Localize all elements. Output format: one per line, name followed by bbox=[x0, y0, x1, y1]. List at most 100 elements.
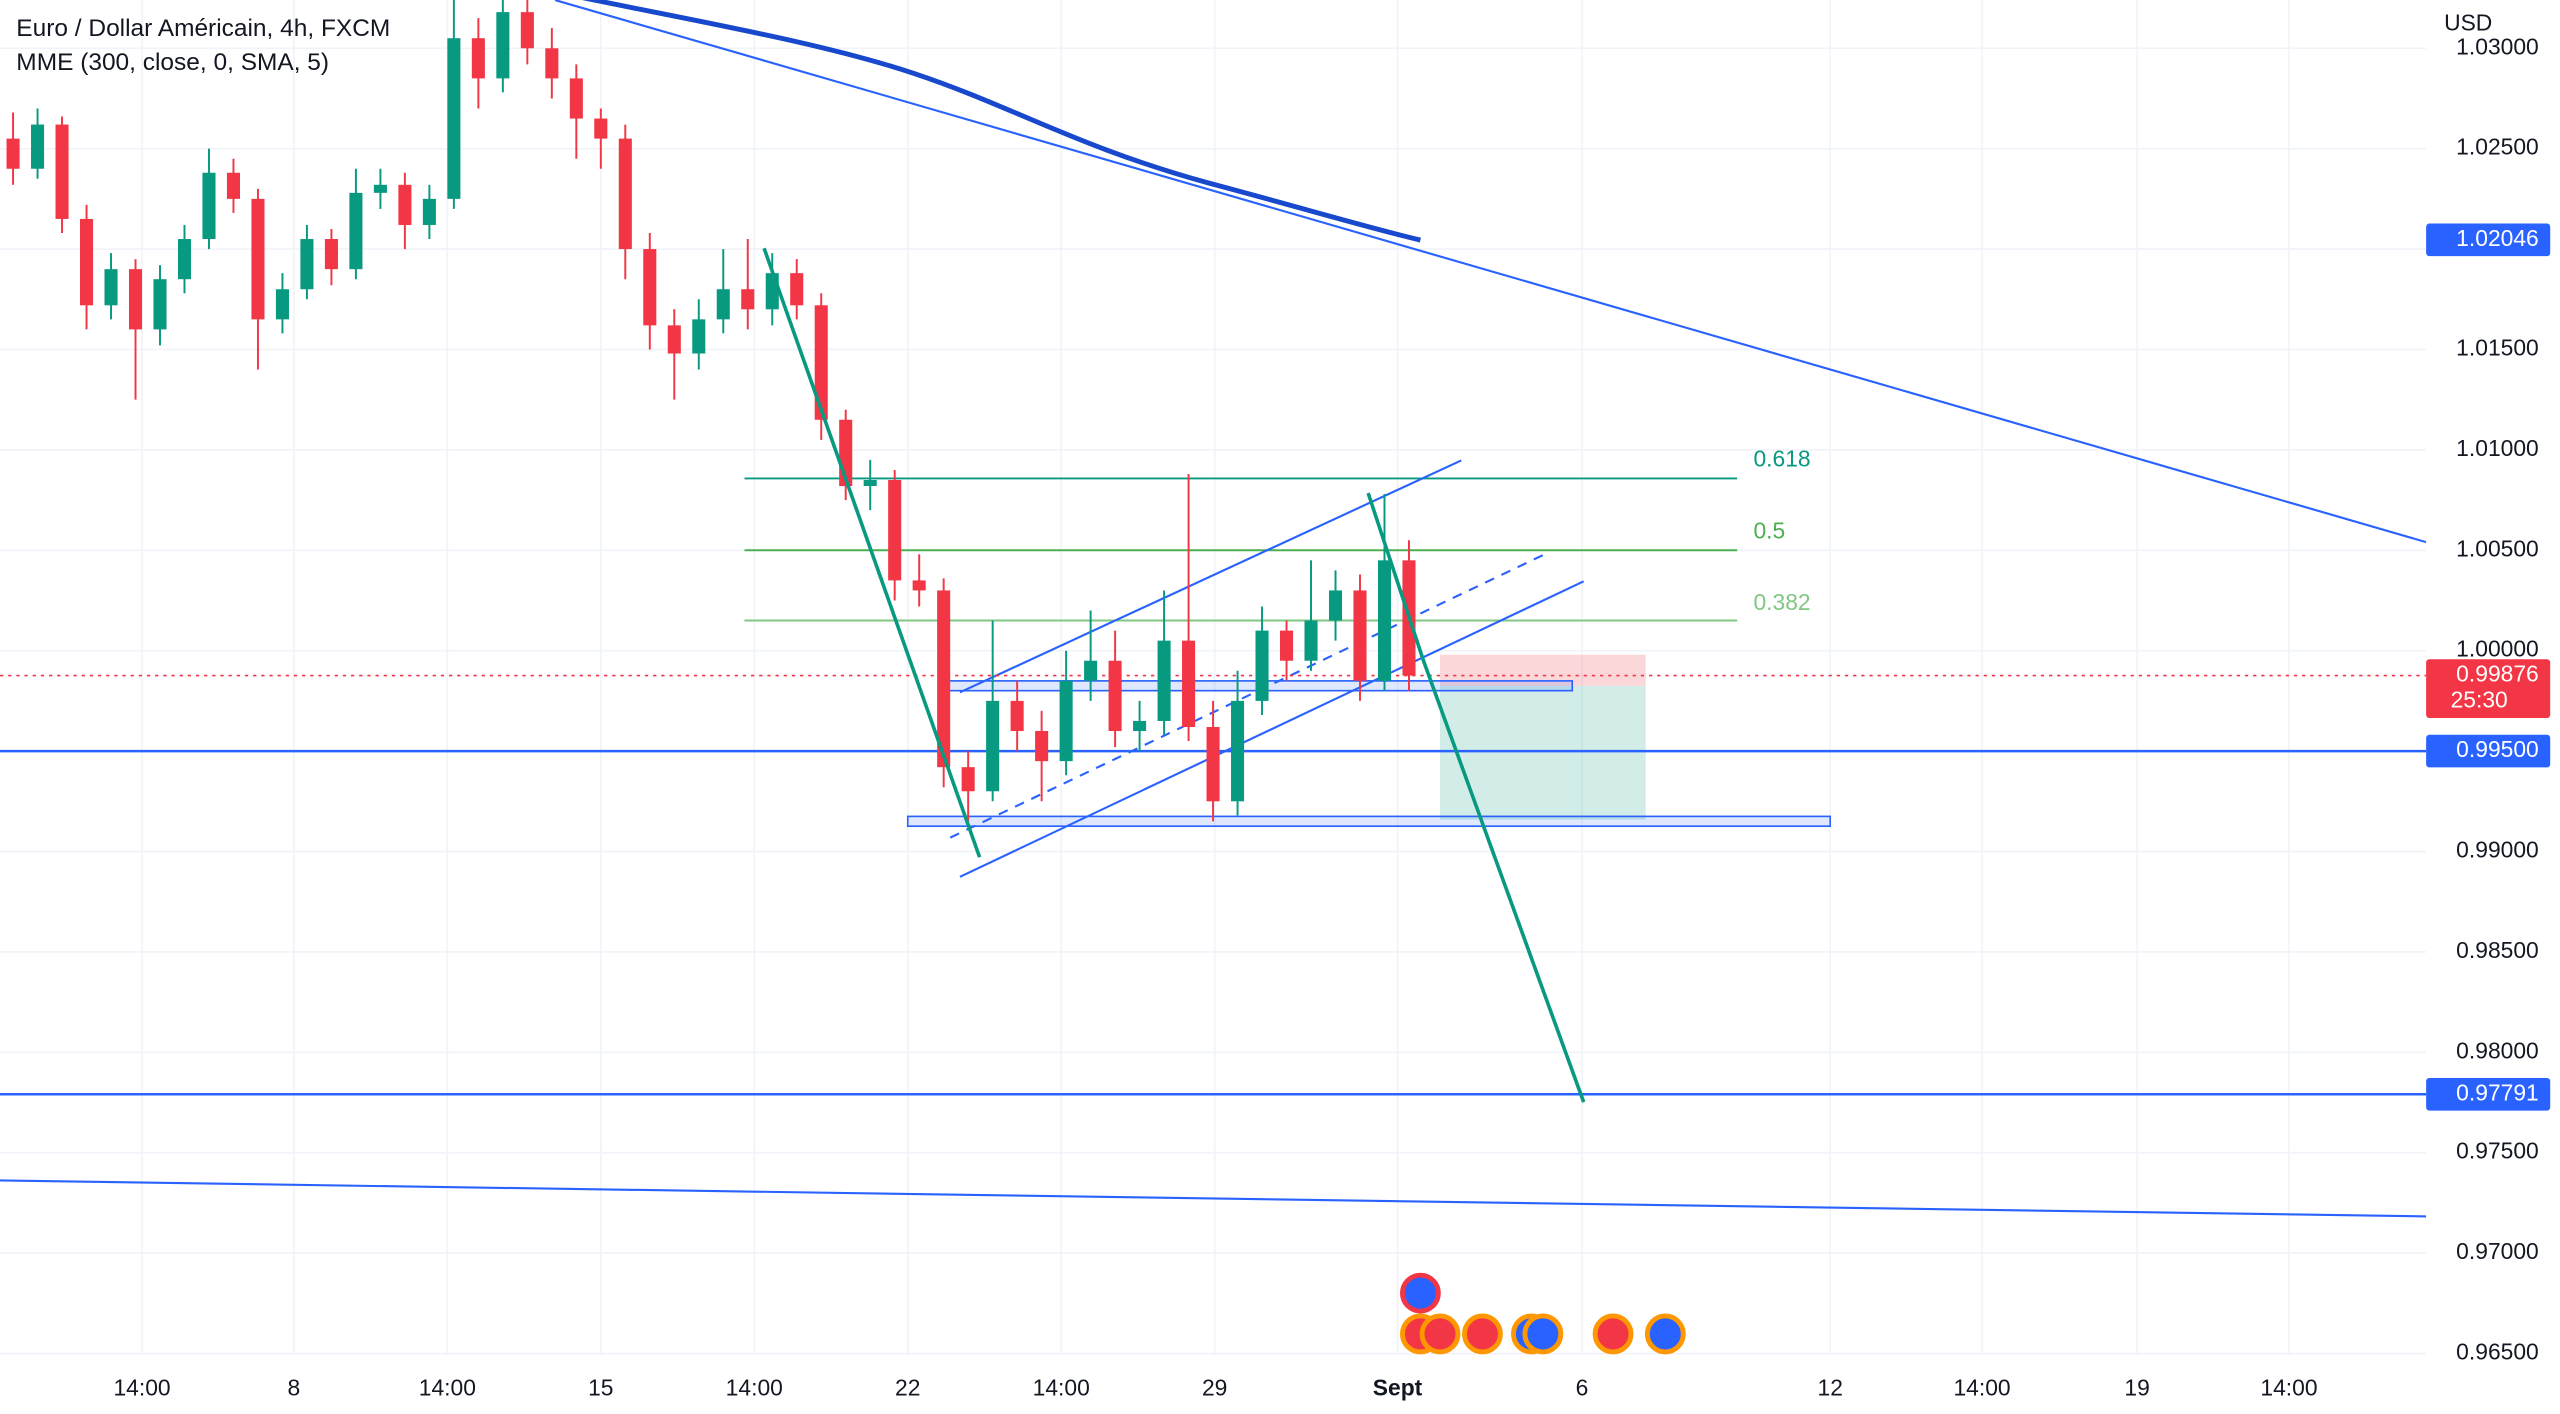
candle-body bbox=[1084, 660, 1098, 681]
candle-body bbox=[1231, 700, 1245, 802]
currency-label[interactable]: USD bbox=[2444, 10, 2492, 36]
candle-body bbox=[1377, 560, 1392, 681]
price-label-box bbox=[2426, 734, 2551, 768]
price-label: 0.97791 bbox=[2456, 1079, 2539, 1105]
candle-body bbox=[1206, 726, 1220, 802]
candle-body bbox=[153, 279, 167, 330]
event-icon[interactable] bbox=[1400, 1272, 1441, 1314]
candle-body bbox=[569, 78, 583, 119]
x-tick-label: 15 bbox=[588, 1374, 613, 1400]
candle-body bbox=[1304, 620, 1318, 661]
candle-body bbox=[1010, 700, 1024, 732]
fib-label: 0.382 bbox=[1753, 589, 1810, 615]
y-tick-label: 0.99000 bbox=[2456, 837, 2539, 863]
x-tick-label: 12 bbox=[1817, 1374, 1842, 1400]
candle-body bbox=[1255, 630, 1269, 701]
candle-body bbox=[912, 580, 926, 591]
x-tick-label: 6 bbox=[1576, 1374, 1589, 1400]
candle-body bbox=[716, 289, 730, 320]
candle-body bbox=[398, 184, 412, 225]
event-icon[interactable] bbox=[1419, 1313, 1461, 1355]
price-label: 1.02046 bbox=[2456, 225, 2539, 251]
y-tick-label: 0.98500 bbox=[2456, 937, 2539, 963]
candle-body bbox=[545, 48, 559, 79]
y-tick-label: 1.03000 bbox=[2456, 33, 2539, 59]
price-label-box bbox=[2426, 1077, 2551, 1111]
y-tick-label: 0.96500 bbox=[2456, 1339, 2539, 1365]
target-zone bbox=[1440, 685, 1646, 820]
x-tick-label: 14:00 bbox=[113, 1374, 170, 1400]
candle-body bbox=[765, 273, 779, 310]
candle-body bbox=[422, 198, 436, 225]
event-icon[interactable] bbox=[1644, 1313, 1686, 1355]
candle-body bbox=[1035, 731, 1049, 762]
candle-body bbox=[275, 289, 289, 320]
events[interactable] bbox=[1400, 1272, 1686, 1355]
candle-body bbox=[618, 138, 632, 250]
candles bbox=[6, 0, 1416, 822]
x-tick-label: Sept bbox=[1373, 1374, 1423, 1400]
price-label: 0.99500 bbox=[2456, 736, 2539, 762]
price-label-box bbox=[2426, 223, 2551, 257]
time-axis[interactable] bbox=[0, 1355, 2427, 1414]
trend-line bbox=[554, 0, 2427, 544]
event-icon[interactable] bbox=[1522, 1313, 1564, 1355]
y-tick-label: 0.97500 bbox=[2456, 1138, 2539, 1164]
candle-body bbox=[888, 480, 902, 581]
candle-body bbox=[692, 319, 706, 354]
moving-average bbox=[581, 0, 1421, 243]
candle-body bbox=[520, 12, 534, 49]
candle-body bbox=[80, 218, 94, 306]
zone bbox=[906, 815, 1832, 827]
candle-body bbox=[814, 305, 828, 420]
channel-line bbox=[959, 580, 1585, 878]
candle-body bbox=[1108, 660, 1122, 732]
channel-mid bbox=[949, 554, 1544, 839]
projection bbox=[1366, 492, 1586, 1103]
x-tick-label: 14:00 bbox=[2260, 1374, 2317, 1400]
event-icon[interactable] bbox=[1462, 1313, 1503, 1355]
candle-body bbox=[447, 38, 461, 199]
candle-body bbox=[251, 198, 265, 320]
y-tick-label: 1.01500 bbox=[2456, 335, 2539, 361]
candle-body bbox=[790, 273, 804, 306]
x-tick-label: 22 bbox=[895, 1374, 920, 1400]
candle-body bbox=[31, 124, 45, 169]
y-tick-label: 0.98000 bbox=[2456, 1037, 2539, 1063]
x-tick-label: 14:00 bbox=[1033, 1374, 1090, 1400]
channel-line bbox=[959, 459, 1462, 694]
candle-body bbox=[741, 289, 755, 310]
x-tick-label: 29 bbox=[1202, 1374, 1227, 1400]
candle-body bbox=[202, 172, 216, 240]
candle-body bbox=[226, 172, 240, 199]
candle-body bbox=[300, 239, 314, 290]
candle-body bbox=[1059, 680, 1073, 762]
candle-body bbox=[373, 184, 387, 193]
price-label: 0.99876 bbox=[2456, 661, 2539, 687]
y-tick-label: 1.01000 bbox=[2456, 435, 2539, 461]
candle-body bbox=[594, 118, 608, 139]
x-tick-label: 14:00 bbox=[1953, 1374, 2010, 1400]
trend-line bbox=[0, 1179, 2427, 1218]
candle-body bbox=[1157, 640, 1171, 721]
price-label-box bbox=[2426, 659, 2551, 719]
candle-body bbox=[1353, 590, 1367, 681]
candle-body bbox=[471, 38, 485, 79]
candle-body bbox=[937, 590, 951, 768]
x-tick-label: 8 bbox=[288, 1374, 301, 1400]
candle-body bbox=[128, 269, 143, 330]
x-tick-label: 14:00 bbox=[419, 1374, 476, 1400]
fib-label: 0.5 bbox=[1753, 517, 1785, 543]
candle-body bbox=[55, 124, 69, 219]
indicator-label: MME (300, close, 0, SMA, 5) bbox=[16, 49, 329, 76]
event-icon[interactable] bbox=[1592, 1313, 1634, 1355]
candle-body bbox=[496, 12, 510, 79]
y-tick-label: 1.00500 bbox=[2456, 535, 2539, 561]
x-axis: 14:00 8 14:00 15 14:00 22 14:00 29 Sept 6 12 14:00 1… bbox=[113, 1374, 2317, 1400]
candle-body bbox=[177, 239, 192, 280]
x-tick-label: 19 bbox=[2124, 1374, 2149, 1400]
